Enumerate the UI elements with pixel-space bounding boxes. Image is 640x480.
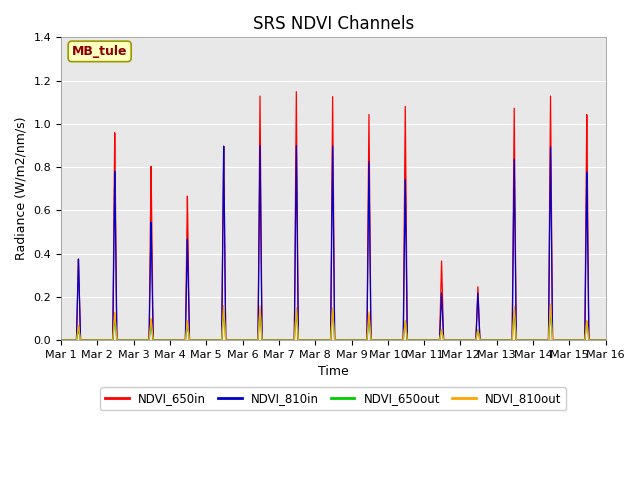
NDVI_650out	[292, 307, 300, 313]
NDVI_810in	[579, 337, 587, 343]
NDVI_810out	[470, 337, 478, 343]
NDVI_810in	[243, 337, 250, 343]
Title: SRS NDVI Channels: SRS NDVI Channels	[253, 15, 414, 33]
NDVI_650out	[579, 337, 587, 343]
NDVI_650in	[602, 337, 609, 343]
NDVI_810out	[455, 337, 463, 343]
NDVI_810out	[243, 337, 250, 343]
NDVI_650out	[456, 337, 463, 343]
NDVI_650out	[471, 337, 479, 343]
NDVI_650out	[602, 337, 609, 343]
NDVI_650out	[572, 337, 580, 343]
Text: MB_tule: MB_tule	[72, 45, 127, 58]
NDVI_810in	[315, 337, 323, 343]
NDVI_650in	[456, 337, 463, 343]
NDVI_650in	[572, 337, 580, 343]
NDVI_650in	[243, 337, 250, 343]
NDVI_650in	[57, 337, 65, 343]
NDVI_810out	[315, 337, 323, 343]
Line: NDVI_810in: NDVI_810in	[61, 146, 605, 340]
NDVI_650in	[292, 89, 300, 95]
NDVI_810in	[572, 337, 580, 343]
NDVI_650in	[579, 337, 587, 343]
Line: NDVI_810out: NDVI_810out	[61, 304, 605, 340]
NDVI_810in	[471, 337, 479, 343]
NDVI_810in	[57, 337, 65, 343]
Y-axis label: Radiance (W/m2/nm/s): Radiance (W/m2/nm/s)	[15, 117, 28, 261]
Line: NDVI_650out: NDVI_650out	[61, 310, 605, 340]
NDVI_810in	[292, 143, 300, 149]
NDVI_810out	[572, 337, 580, 343]
Legend: NDVI_650in, NDVI_810in, NDVI_650out, NDVI_810out: NDVI_650in, NDVI_810in, NDVI_650out, NDV…	[100, 387, 566, 410]
NDVI_650out	[243, 337, 250, 343]
Line: NDVI_650in: NDVI_650in	[61, 92, 605, 340]
NDVI_810out	[57, 337, 65, 343]
NDVI_810out	[602, 337, 609, 343]
NDVI_650in	[315, 337, 323, 343]
NDVI_810in	[456, 337, 463, 343]
NDVI_810out	[579, 337, 587, 343]
NDVI_650out	[57, 337, 65, 343]
NDVI_810in	[602, 337, 609, 343]
NDVI_810out	[547, 301, 554, 307]
NDVI_650in	[471, 337, 479, 343]
NDVI_650out	[315, 337, 323, 343]
X-axis label: Time: Time	[318, 365, 349, 378]
